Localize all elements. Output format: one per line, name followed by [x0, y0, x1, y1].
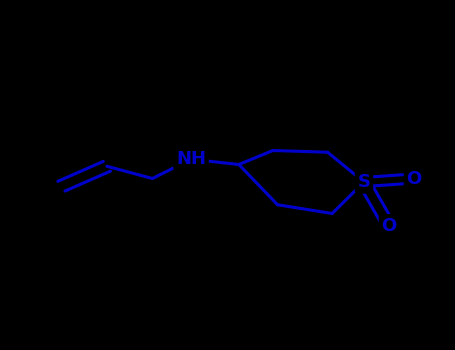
Text: S: S	[358, 173, 370, 191]
Text: O: O	[406, 169, 422, 188]
Text: NH: NH	[176, 150, 206, 168]
Text: O: O	[381, 217, 397, 235]
